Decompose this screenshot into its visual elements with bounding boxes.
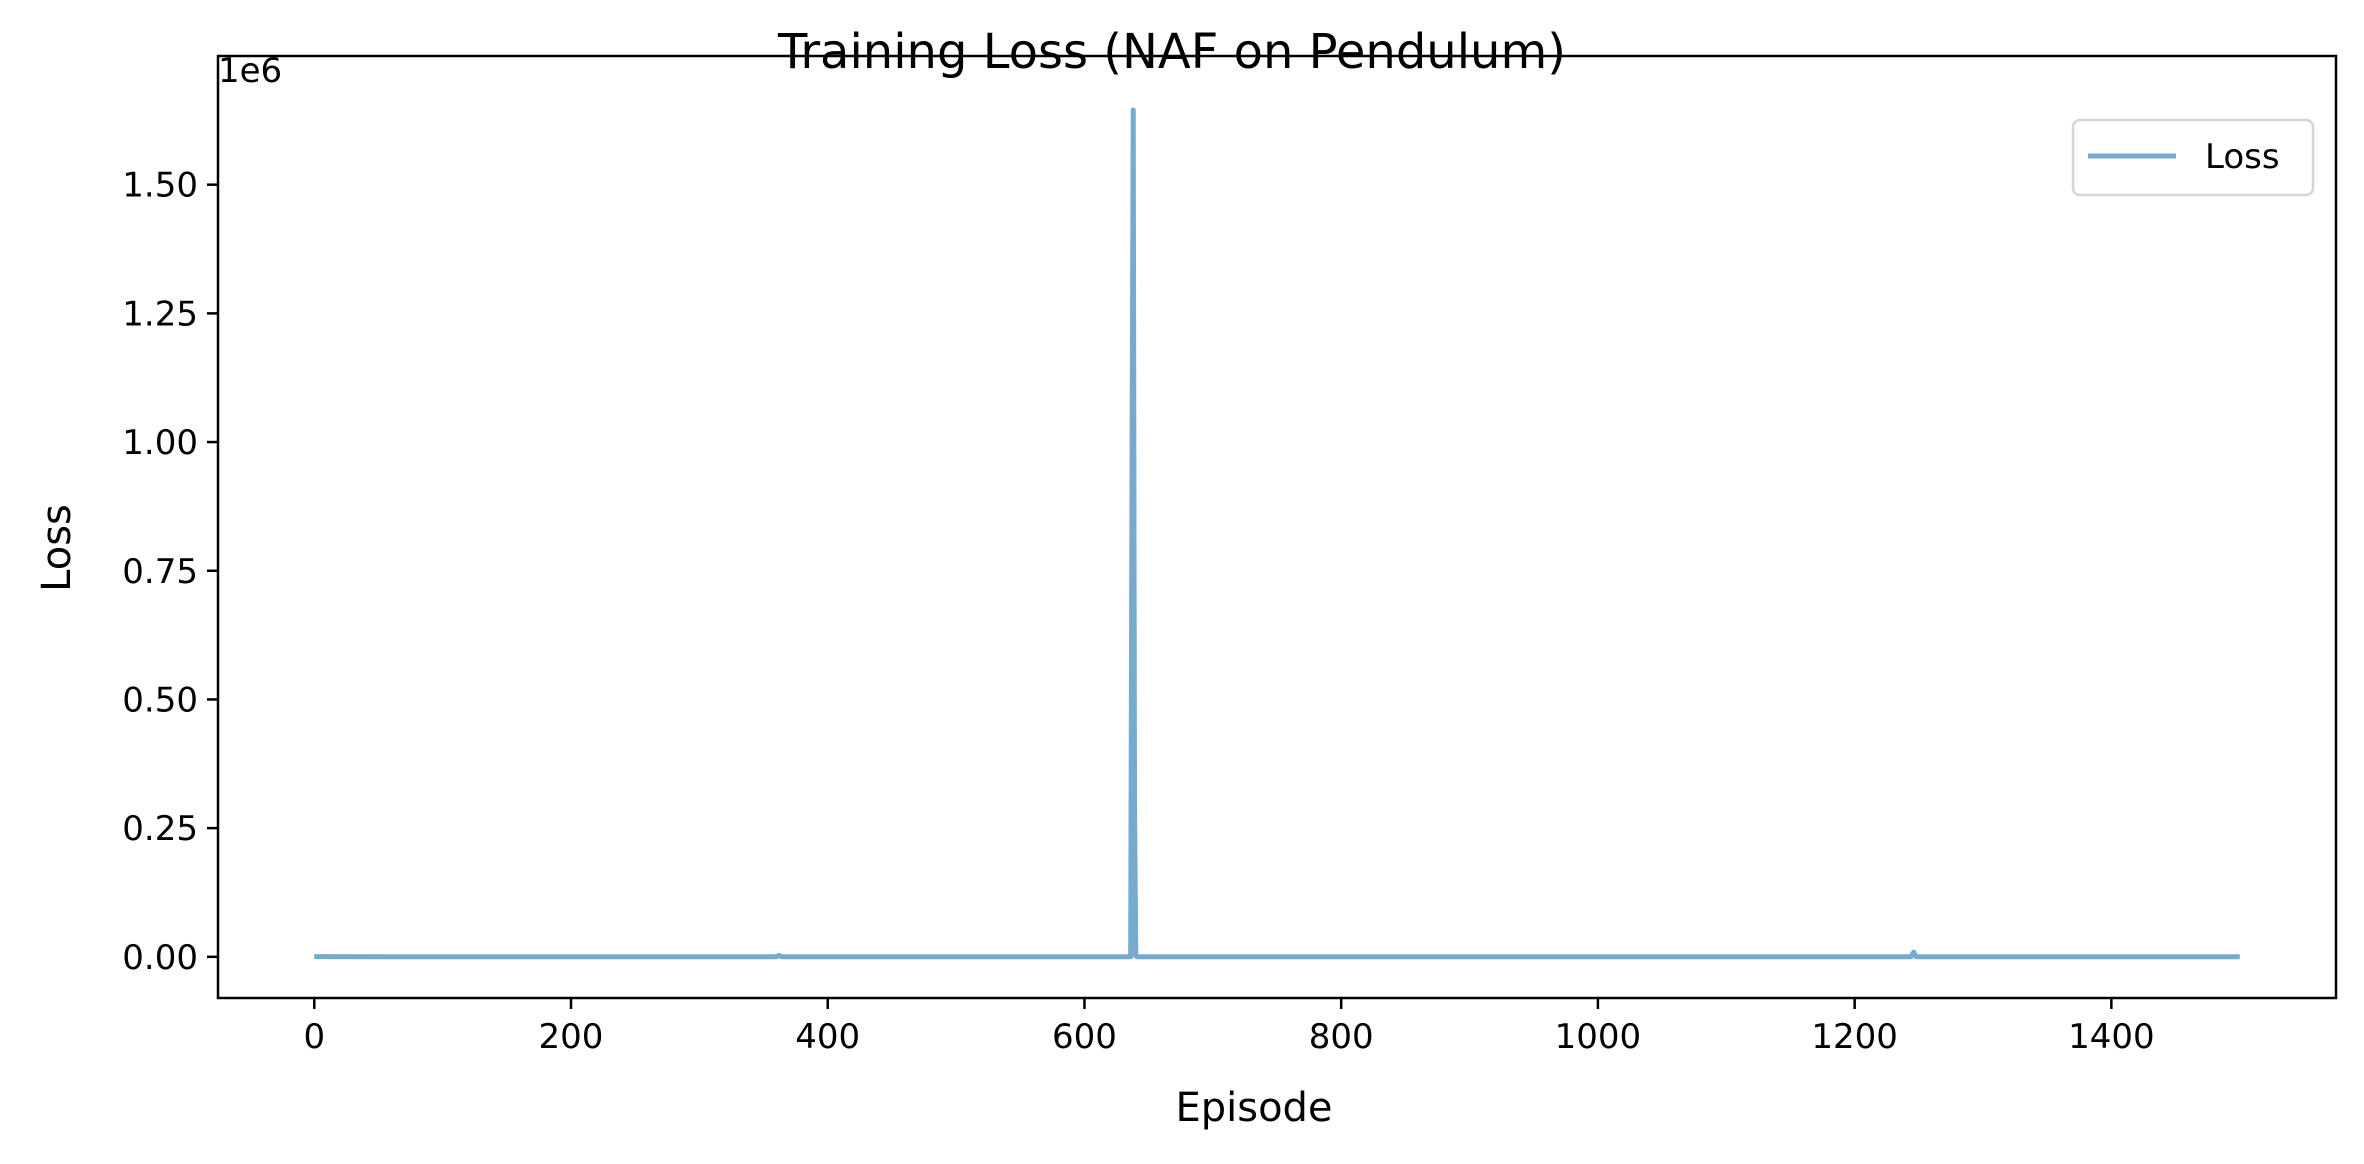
x-axis-label: Episode xyxy=(1175,1085,1332,1131)
y-axis-offset-label: 1e6 xyxy=(218,51,282,91)
x-tick-label: 1400 xyxy=(2068,1017,2155,1057)
x-tick-label: 1000 xyxy=(1555,1017,1642,1057)
x-tick-label: 0 xyxy=(303,1017,325,1057)
legend-frame xyxy=(2071,118,2315,197)
x-tick-label: 400 xyxy=(795,1017,860,1057)
y-tick-label: 0.25 xyxy=(122,809,198,849)
chart-title: Training Loss (NAF on Pendulum) xyxy=(777,24,1566,80)
y-tick-label: 1.50 xyxy=(122,166,198,206)
y-tick-label: 0.00 xyxy=(122,938,198,978)
x-tick-label: 200 xyxy=(539,1017,604,1057)
y-tick-label: 0.50 xyxy=(122,680,198,720)
legend-label-loss: Loss xyxy=(2205,137,2280,177)
y-axis-label: Loss xyxy=(34,504,80,592)
axes-frame xyxy=(216,54,2338,1000)
x-tick-label: 800 xyxy=(1309,1017,1374,1057)
x-tick-label: 600 xyxy=(1052,1017,1117,1057)
x-tick-label: 1200 xyxy=(1811,1017,1898,1057)
y-axis-ticks: 0.00 0.25 0.50 0.75 1.00 1.25 1.50 xyxy=(122,166,218,978)
plot-area xyxy=(216,54,2338,1000)
x-axis-ticks: 0 200 400 600 800 1000 1200 1400 xyxy=(303,998,2155,1057)
y-tick-label: 0.75 xyxy=(122,552,198,592)
legend: Loss xyxy=(2071,118,2315,197)
y-tick-label: 1.25 xyxy=(122,294,198,334)
series-line-loss xyxy=(314,107,2240,960)
y-tick-label: 1.00 xyxy=(122,423,198,463)
